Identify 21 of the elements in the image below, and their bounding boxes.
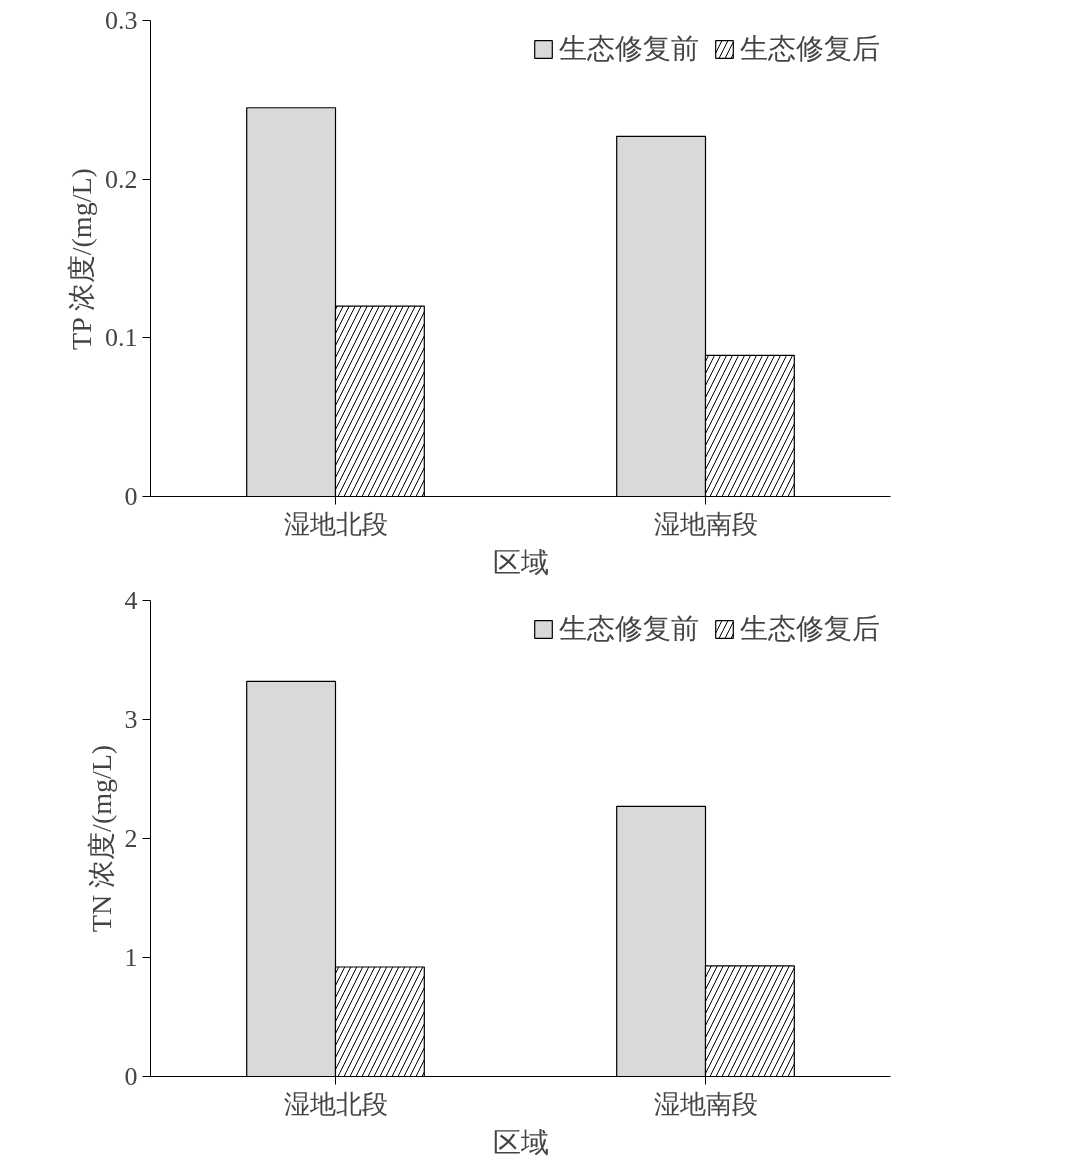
y-tick-label: 4	[124, 586, 138, 615]
legend-label: 生态修复前	[559, 32, 699, 66]
y-tick-label: 1	[124, 943, 138, 972]
x-tick-label: 湿地南段	[653, 509, 758, 539]
y-tick-label: 3	[124, 705, 138, 734]
x-tick-label: 湿地南段	[653, 1089, 758, 1119]
x-axis-title: 区域	[492, 1126, 549, 1158]
y-tick-label: 0	[124, 482, 138, 511]
legend-label: 生态修复后	[740, 612, 880, 646]
y-axis-title: TP 浓度/(mg/L)	[66, 168, 97, 350]
y-tick-label: 0.2	[105, 164, 138, 194]
y-tick-label: 0.3	[105, 6, 138, 35]
y-tick-label: 0	[124, 1062, 138, 1091]
legend-label: 生态修复后	[740, 32, 880, 66]
y-tick-label: 2	[124, 824, 138, 853]
x-tick-label: 湿地北段	[283, 509, 388, 539]
y-axis-title: TN 浓度/(mg/L)	[85, 744, 117, 933]
x-axis-title: 区域	[492, 546, 549, 578]
x-tick-label: 湿地北段	[283, 1089, 388, 1119]
legend-label: 生态修复前	[559, 612, 699, 646]
y-tick-label: 0.1	[105, 323, 138, 353]
